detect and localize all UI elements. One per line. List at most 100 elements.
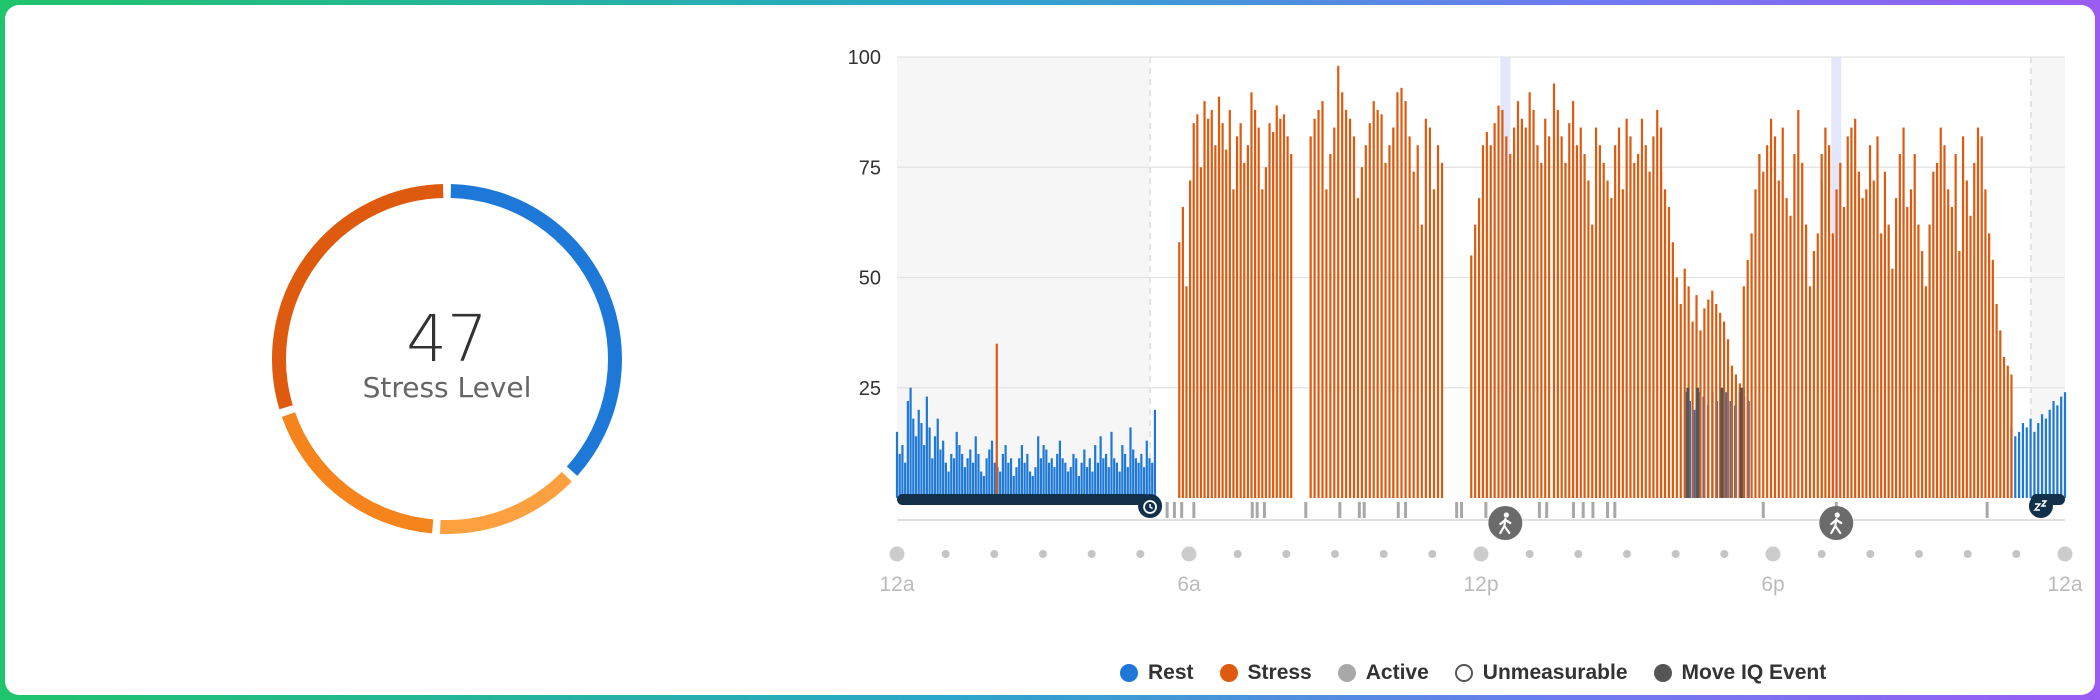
bar-rest	[1126, 467, 1129, 498]
bar-stress	[1935, 162, 1939, 498]
legend-swatch-stress	[1219, 664, 1238, 682]
bar-stress	[1428, 127, 1431, 498]
bar-stress	[1602, 162, 1605, 498]
bar-rest	[1050, 458, 1053, 498]
stress-level-label: Stress Level	[362, 371, 532, 404]
bar-stress	[1235, 136, 1239, 498]
wake-alarm-icon	[1138, 494, 1163, 518]
bar-stress	[1246, 145, 1249, 498]
x-tick-label: 12a	[2047, 573, 2082, 596]
bar-stress	[1876, 136, 1879, 498]
donut-segment-stress	[272, 184, 444, 410]
bar-rest	[1121, 445, 1124, 498]
bar-stress	[1400, 87, 1403, 498]
bar-stress	[1769, 118, 1773, 499]
bar-stress	[1883, 171, 1887, 498]
active-tick	[1455, 502, 1459, 518]
bar-rest	[971, 462, 975, 498]
bar-rest	[1151, 462, 1154, 498]
bar-stress	[1894, 198, 1898, 498]
bar-stress	[1991, 259, 1994, 498]
bar-stress	[1416, 145, 1419, 498]
sleep-bar	[897, 494, 1151, 505]
active-tick	[1362, 502, 1366, 518]
bar-stress	[1384, 162, 1387, 498]
bar-rest	[1129, 427, 1132, 498]
bar-rest	[923, 445, 926, 498]
bar-stress	[1902, 127, 1905, 498]
bar-stress	[1396, 92, 1399, 498]
bar-rest	[1110, 431, 1113, 498]
bar-stress	[1703, 308, 1706, 498]
bar-stress	[1432, 189, 1436, 499]
bar-stress	[1493, 123, 1496, 499]
bar-stress	[1773, 136, 1777, 498]
bar-rest	[2033, 431, 2036, 498]
bar-rest	[1148, 458, 1151, 498]
bar-stress	[1594, 127, 1598, 498]
bar-rest	[2040, 414, 2044, 498]
bar-stress	[1356, 198, 1360, 498]
bar-stress	[1203, 101, 1206, 498]
stress-donut-chart	[272, 184, 622, 534]
bar-stress	[1961, 136, 1965, 498]
bar-stress	[1485, 131, 1488, 498]
bar-stress	[1587, 180, 1590, 499]
bar-stress	[1656, 109, 1659, 499]
active-tick	[1985, 502, 1989, 518]
bar-rest	[920, 423, 923, 498]
bar-stress	[1368, 123, 1371, 499]
bar-stress	[1839, 162, 1842, 498]
bar-stress	[1746, 259, 1749, 498]
bar-stress	[1579, 127, 1582, 498]
bar-rest	[1056, 453, 1059, 498]
stress-panel: 47 Stress Level 25 50 75 100 12a 6a 12p 6p 12a R…	[5, 5, 2095, 695]
bar-stress	[1640, 118, 1644, 499]
bar-stress	[1560, 136, 1563, 498]
bar-stress	[1857, 171, 1860, 498]
active-tick	[1357, 502, 1361, 518]
bar-stress	[1290, 154, 1293, 498]
bar-stress	[1928, 224, 1931, 498]
bar-rest	[2063, 392, 2067, 498]
bar-rest	[1064, 462, 1067, 498]
bar-rest	[1091, 471, 1094, 498]
legend-label-active: Active	[1365, 661, 1429, 684]
bar-rest	[895, 431, 899, 498]
move-iq-walk-icon[interactable]	[1488, 506, 1523, 540]
bar-rest	[955, 431, 958, 498]
bar-stress	[1568, 123, 1571, 499]
bar-stress	[1333, 127, 1336, 498]
donut-segment-rest	[450, 184, 622, 476]
bar-stress	[1528, 92, 1531, 498]
bar-stress	[1243, 162, 1246, 498]
bar-stress	[1999, 330, 2002, 498]
bar-rest	[2018, 431, 2021, 498]
bar-stress	[1984, 189, 1987, 499]
bar-stress	[1536, 145, 1539, 498]
active-tick	[1606, 502, 1610, 518]
bar-rest	[2021, 423, 2025, 498]
bar-stress	[1671, 242, 1674, 498]
bar-rest	[1075, 458, 1078, 498]
bar-stress	[2010, 374, 2013, 498]
bar-stress	[1337, 65, 1340, 498]
x-tick-label: 6p	[1761, 573, 1784, 596]
bar-stress	[1275, 105, 1278, 498]
bar-stress	[1505, 136, 1508, 498]
bar-stress	[1424, 118, 1427, 499]
bar-stress	[1309, 136, 1312, 498]
bar-rest	[1004, 445, 1007, 498]
bar-stress	[1754, 189, 1757, 499]
bar-stress	[1988, 233, 1991, 498]
bar-rest	[1077, 475, 1081, 498]
bar-rest	[2025, 427, 2028, 498]
bar-stress	[1707, 299, 1710, 498]
bar-stress	[1548, 136, 1551, 498]
hour-dot	[1136, 550, 1145, 558]
bar-rest	[950, 453, 953, 498]
bar-stress	[1943, 145, 1946, 498]
bar-stress	[1973, 162, 1976, 498]
bar-stress	[1345, 109, 1348, 499]
move-iq-walk-icon[interactable]	[1819, 506, 1854, 540]
